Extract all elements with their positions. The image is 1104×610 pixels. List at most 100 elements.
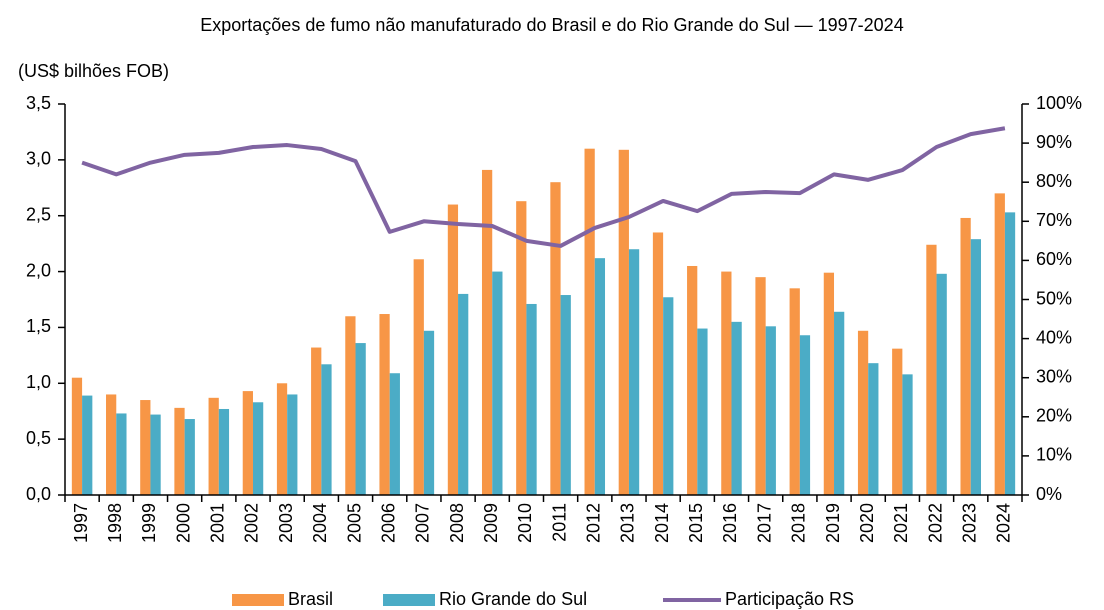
x-tick-label: 2005 [344,503,364,543]
x-tick-label: 2013 [618,503,638,543]
bar [1004,212,1016,495]
x-tick-label: 2010 [515,503,535,543]
y2-tick-label: 90% [1036,132,1072,152]
bar [311,347,322,495]
x-tick-label: 2002 [242,503,262,543]
bar [731,321,742,495]
bar [447,204,459,496]
x-tick-label: 2022 [925,503,945,543]
bar [423,330,435,495]
y2-tick-label: 50% [1036,288,1072,308]
bar [584,148,595,495]
x-tick-label: 2019 [823,503,843,543]
bar [218,408,230,495]
y2-tick-label: 40% [1036,327,1072,347]
y2-tick-label: 60% [1036,249,1072,269]
bar [116,413,127,495]
x-tick-label: 2000 [173,503,193,543]
x-tick-label: 2020 [857,503,877,543]
bar [789,288,800,495]
y-tick-label: 2,0 [26,260,51,280]
bar [287,394,298,495]
bar [721,271,732,495]
bar [150,414,161,495]
x-tick-label: 2014 [652,503,672,543]
bar [526,303,537,495]
bar [970,239,981,495]
x-tick-label: 2023 [959,503,979,543]
bar [71,377,83,495]
bar [687,265,698,495]
y2-tick-label: 10% [1036,445,1072,465]
bar [697,328,708,495]
bar [379,314,390,495]
bar [926,244,937,495]
y-tick-label: 1,0 [26,372,51,392]
y-tick-label: 2,5 [26,204,51,224]
bar [628,249,640,495]
y2-tick-label: 20% [1036,406,1072,426]
bar [550,182,561,495]
x-tick-label: 2021 [891,503,911,543]
x-tick-label: 2011 [549,503,569,542]
bar [458,293,469,495]
y2-tick-label: 30% [1036,366,1072,386]
x-tick-label: 2024 [994,503,1014,543]
x-tick-label: 2012 [584,503,604,543]
bar [140,400,151,495]
legend-label: Brasil [288,589,333,609]
bar [868,363,879,495]
bar [276,383,288,495]
bar [82,395,93,495]
x-tick-label: 2001 [208,503,228,543]
bar [345,316,356,495]
chart-subtitle: (US$ bilhões FOB) [18,61,169,81]
y-tick-label: 0,5 [26,428,51,448]
bar [560,295,571,495]
legend-label: Participação RS [725,589,854,609]
bar [106,394,117,495]
x-tick-label: 1999 [139,503,159,543]
bar [857,330,869,495]
bar [184,419,195,495]
bar [481,169,493,495]
bar [492,271,503,495]
legend-swatch [383,594,435,606]
legend-label: Rio Grande do Sul [439,589,587,609]
bar [242,391,253,495]
x-tick-label: 2015 [686,503,706,543]
bar [834,311,845,495]
y-tick-label: 1,5 [26,316,51,336]
x-tick-label: 2009 [481,503,501,543]
x-tick-label: 2006 [378,503,398,543]
y-tick-label: 3,0 [26,149,51,169]
y-tick-label: 3,5 [26,93,51,113]
y-tick-label: 0,0 [26,484,51,504]
bar [799,335,811,495]
bar [994,193,1005,495]
x-tick-label: 2004 [310,503,330,543]
bar [355,343,366,495]
bar [174,407,185,495]
x-tick-label: 2018 [789,503,809,543]
bar [208,397,219,495]
bar [389,373,400,495]
x-tick-label: 2017 [754,503,774,543]
legend-swatch [232,594,284,606]
x-tick-label: 2016 [720,503,740,543]
x-tick-label: 2008 [447,503,467,543]
bar [892,348,903,495]
line [81,126,1006,248]
y2-tick-label: 70% [1036,210,1072,230]
x-tick-label: 2003 [276,503,296,543]
bar [960,217,971,495]
y2-tick-label: 100% [1036,93,1082,113]
bar [663,297,674,495]
y2-tick-label: 0% [1036,484,1062,504]
bar [252,402,264,495]
bar [936,273,947,495]
bar [321,364,332,495]
bar [618,149,629,495]
